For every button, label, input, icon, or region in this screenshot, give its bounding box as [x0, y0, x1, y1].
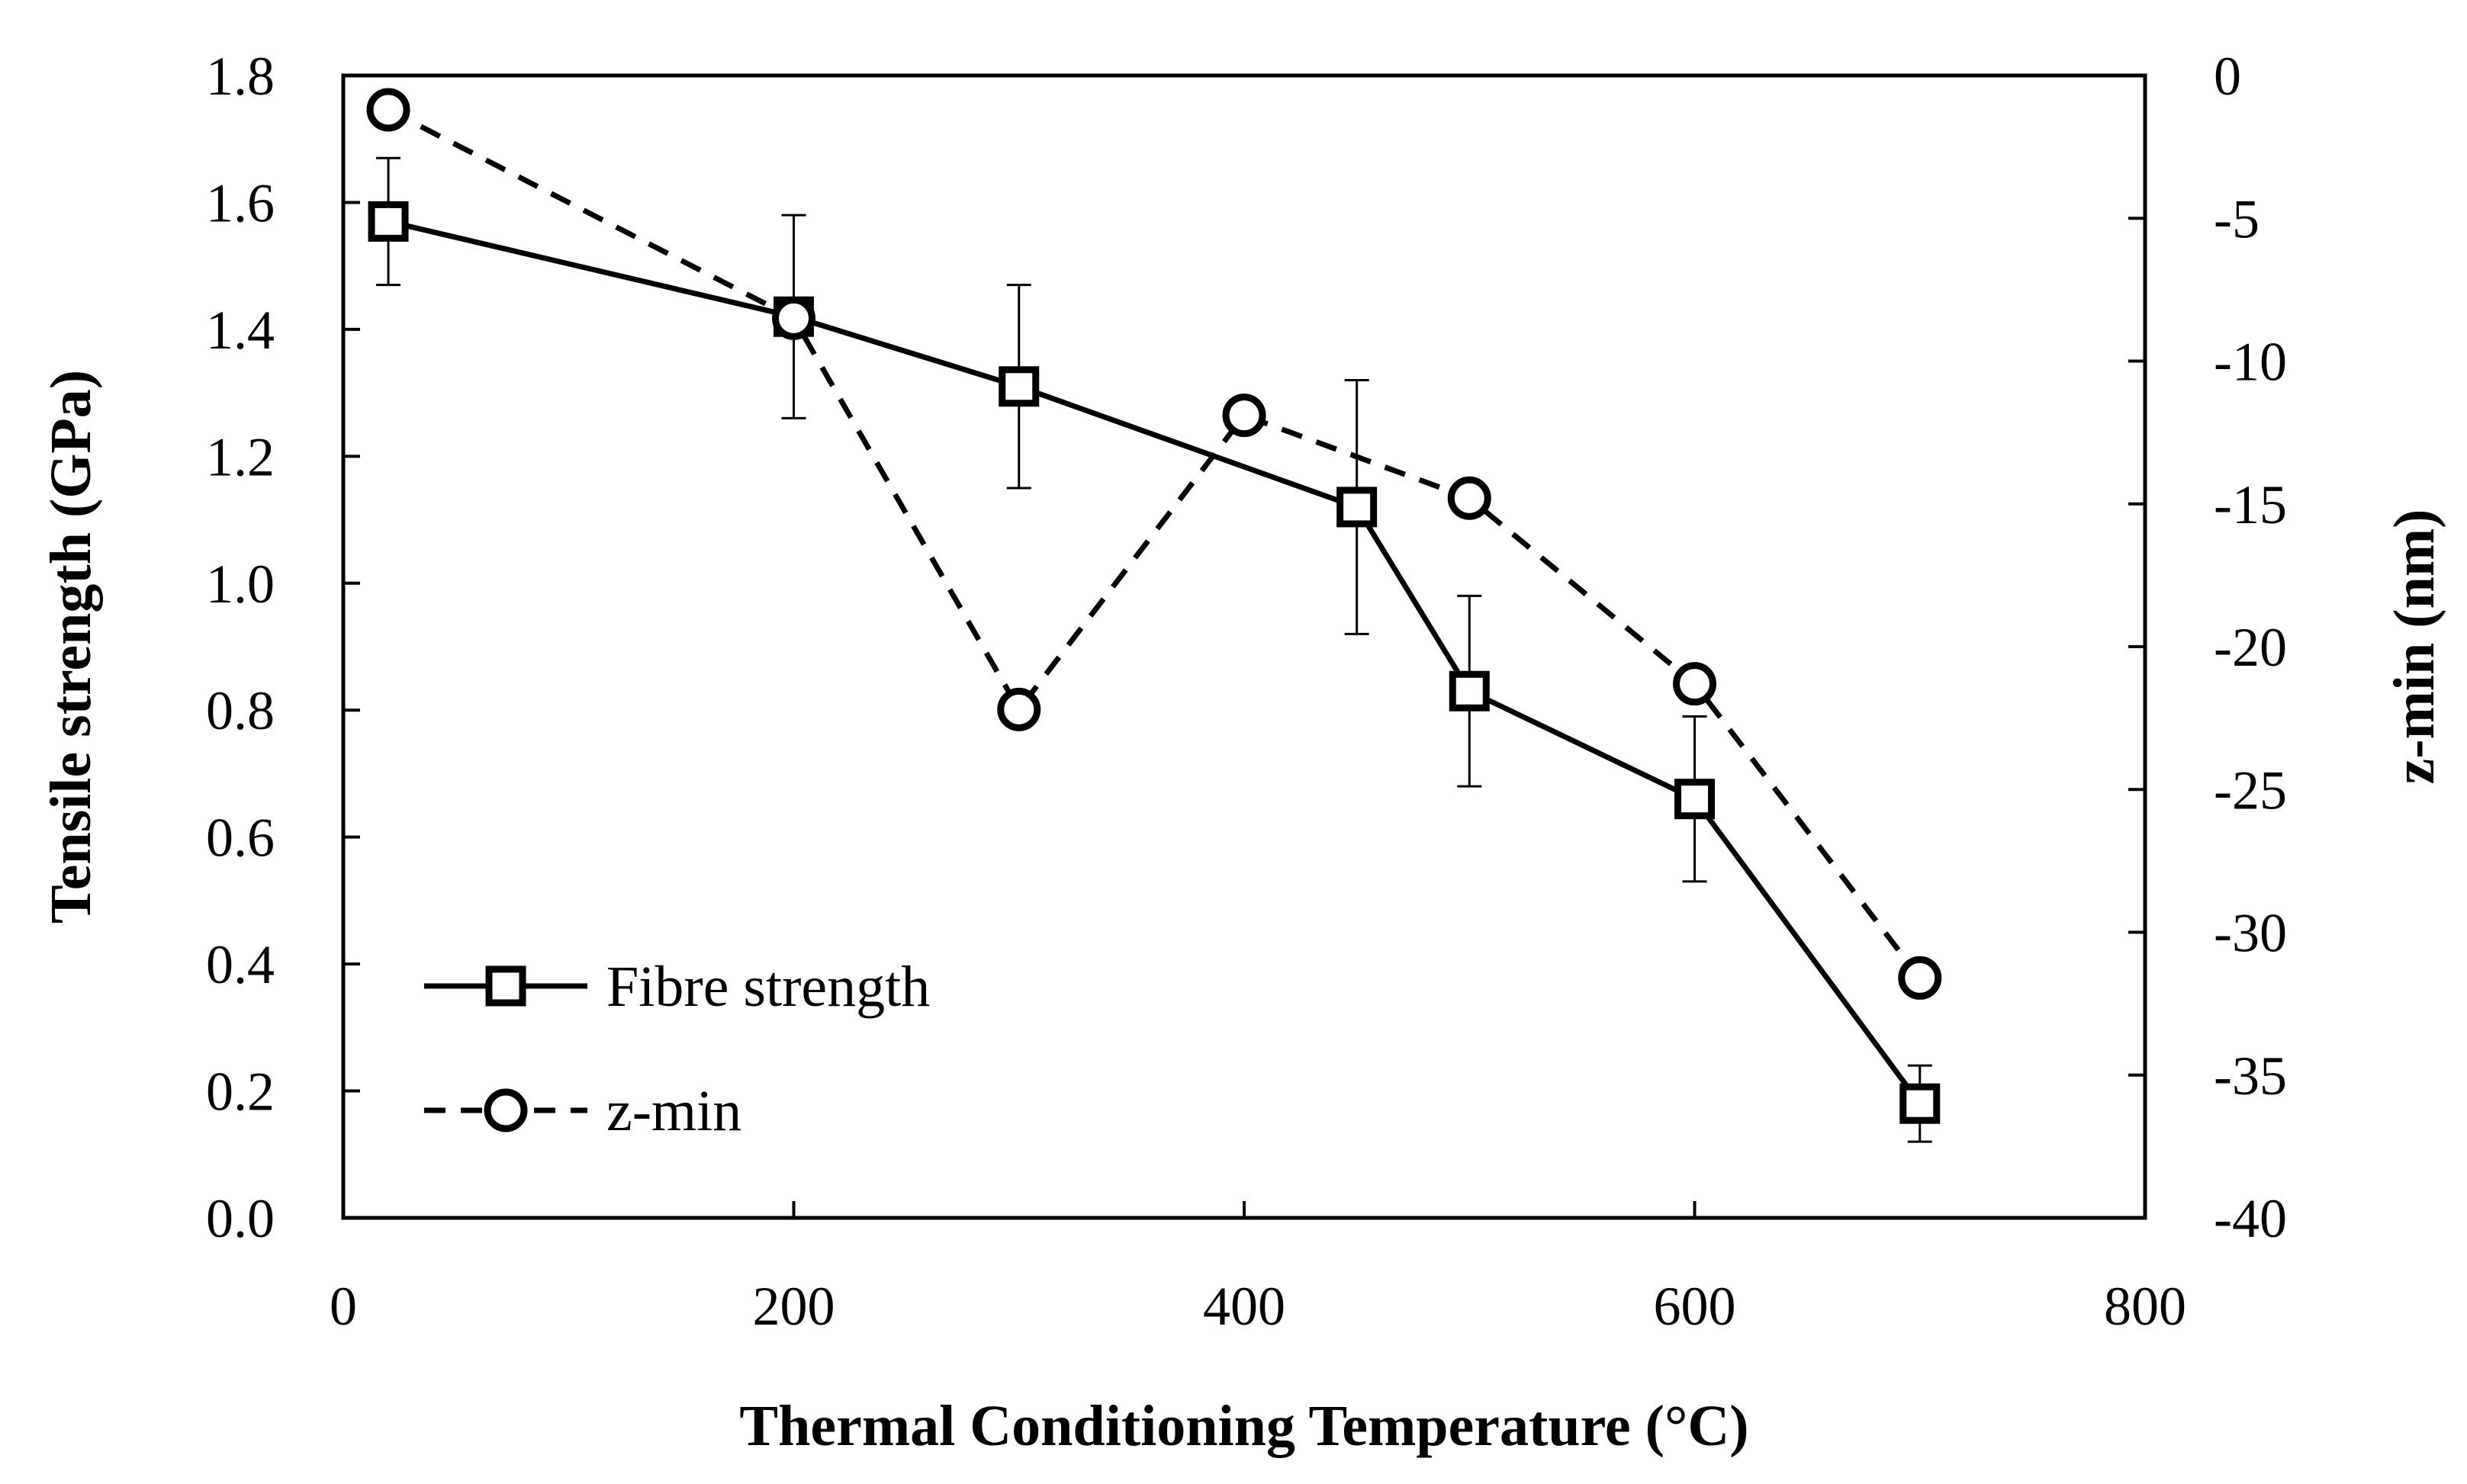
y-left-tick-label: 1.8 [206, 46, 275, 107]
y-right-axis-title: z-min (nm) [2382, 509, 2446, 785]
y-left-tick-label: 0.6 [206, 808, 275, 869]
legend-label: z-min [606, 1079, 741, 1143]
data-point-square [1336, 487, 1378, 528]
y-left-tick-label: 0.8 [206, 680, 275, 741]
x-axis-title: Thermal Conditioning Temperature (°C) [739, 1394, 1748, 1458]
data-point-circle [772, 296, 815, 340]
data-point-circle [1673, 662, 1716, 706]
data-point-square [1449, 670, 1490, 711]
data-point-circle [1222, 393, 1266, 438]
y-right-tick-label: -30 [2214, 903, 2287, 964]
data-point-circle [1447, 476, 1491, 520]
y-right-tick-label: 0 [2214, 46, 2241, 107]
y-left-tick-label: 0.0 [206, 1188, 275, 1249]
legend-item: z-min [424, 1079, 741, 1143]
x-tick-label: 800 [2104, 1276, 2186, 1337]
legend-label: Fibre strength [606, 955, 930, 1019]
data-point-square [368, 201, 409, 242]
data-point-circle [1898, 956, 1942, 1000]
y-right-tick-label: -35 [2214, 1046, 2287, 1107]
y-right-tick-label: -20 [2214, 617, 2287, 678]
x-tick-label: 0 [330, 1276, 357, 1337]
y-left-tick-label: 0.2 [206, 1062, 275, 1123]
y-left-tick-label: 1.6 [206, 172, 275, 233]
data-point-square [1674, 779, 1715, 820]
y-right-tick-label: -15 [2214, 474, 2287, 535]
x-tick-label: 600 [1654, 1276, 1736, 1337]
y-right-tick-label: -10 [2214, 332, 2287, 393]
legend-marker-circle [484, 1088, 528, 1132]
y-right-tick-label: -5 [2214, 188, 2260, 249]
y-left-tick-label: 0.4 [206, 934, 275, 995]
y-left-axis-title: Tensile strength (GPa) [39, 370, 103, 923]
series-z-min [366, 88, 1942, 1000]
y-right-axis-ticks: -40 -35 -30 -25 -20 -15 -10 -5 0 [2128, 46, 2287, 1249]
y-left-tick-label: 1.4 [206, 300, 275, 361]
y-left-axis-ticks: 0.0 0.2 0.4 0.6 0.8 1.0 1.2 1.4 1.6 1.8 [206, 46, 360, 1249]
data-point-square [1899, 1083, 1941, 1124]
data-point-circle [997, 687, 1041, 731]
data-point-circle [366, 88, 410, 132]
x-tick-label: 200 [753, 1276, 835, 1337]
x-axis-ticks: 0 200 400 600 800 [330, 1201, 2186, 1337]
x-tick-label: 400 [1203, 1276, 1285, 1337]
series-layer [366, 88, 1942, 1143]
legend: Fibre strength z-min [424, 955, 930, 1143]
y-right-tick-label: -25 [2214, 760, 2287, 821]
data-point-square [999, 366, 1040, 407]
y-left-tick-label: 1.0 [206, 554, 275, 615]
y-left-tick-label: 1.2 [206, 426, 275, 487]
legend-item: Fibre strength [424, 955, 930, 1019]
legend-marker-square [485, 965, 526, 1007]
y-right-tick-label: -40 [2214, 1188, 2287, 1249]
